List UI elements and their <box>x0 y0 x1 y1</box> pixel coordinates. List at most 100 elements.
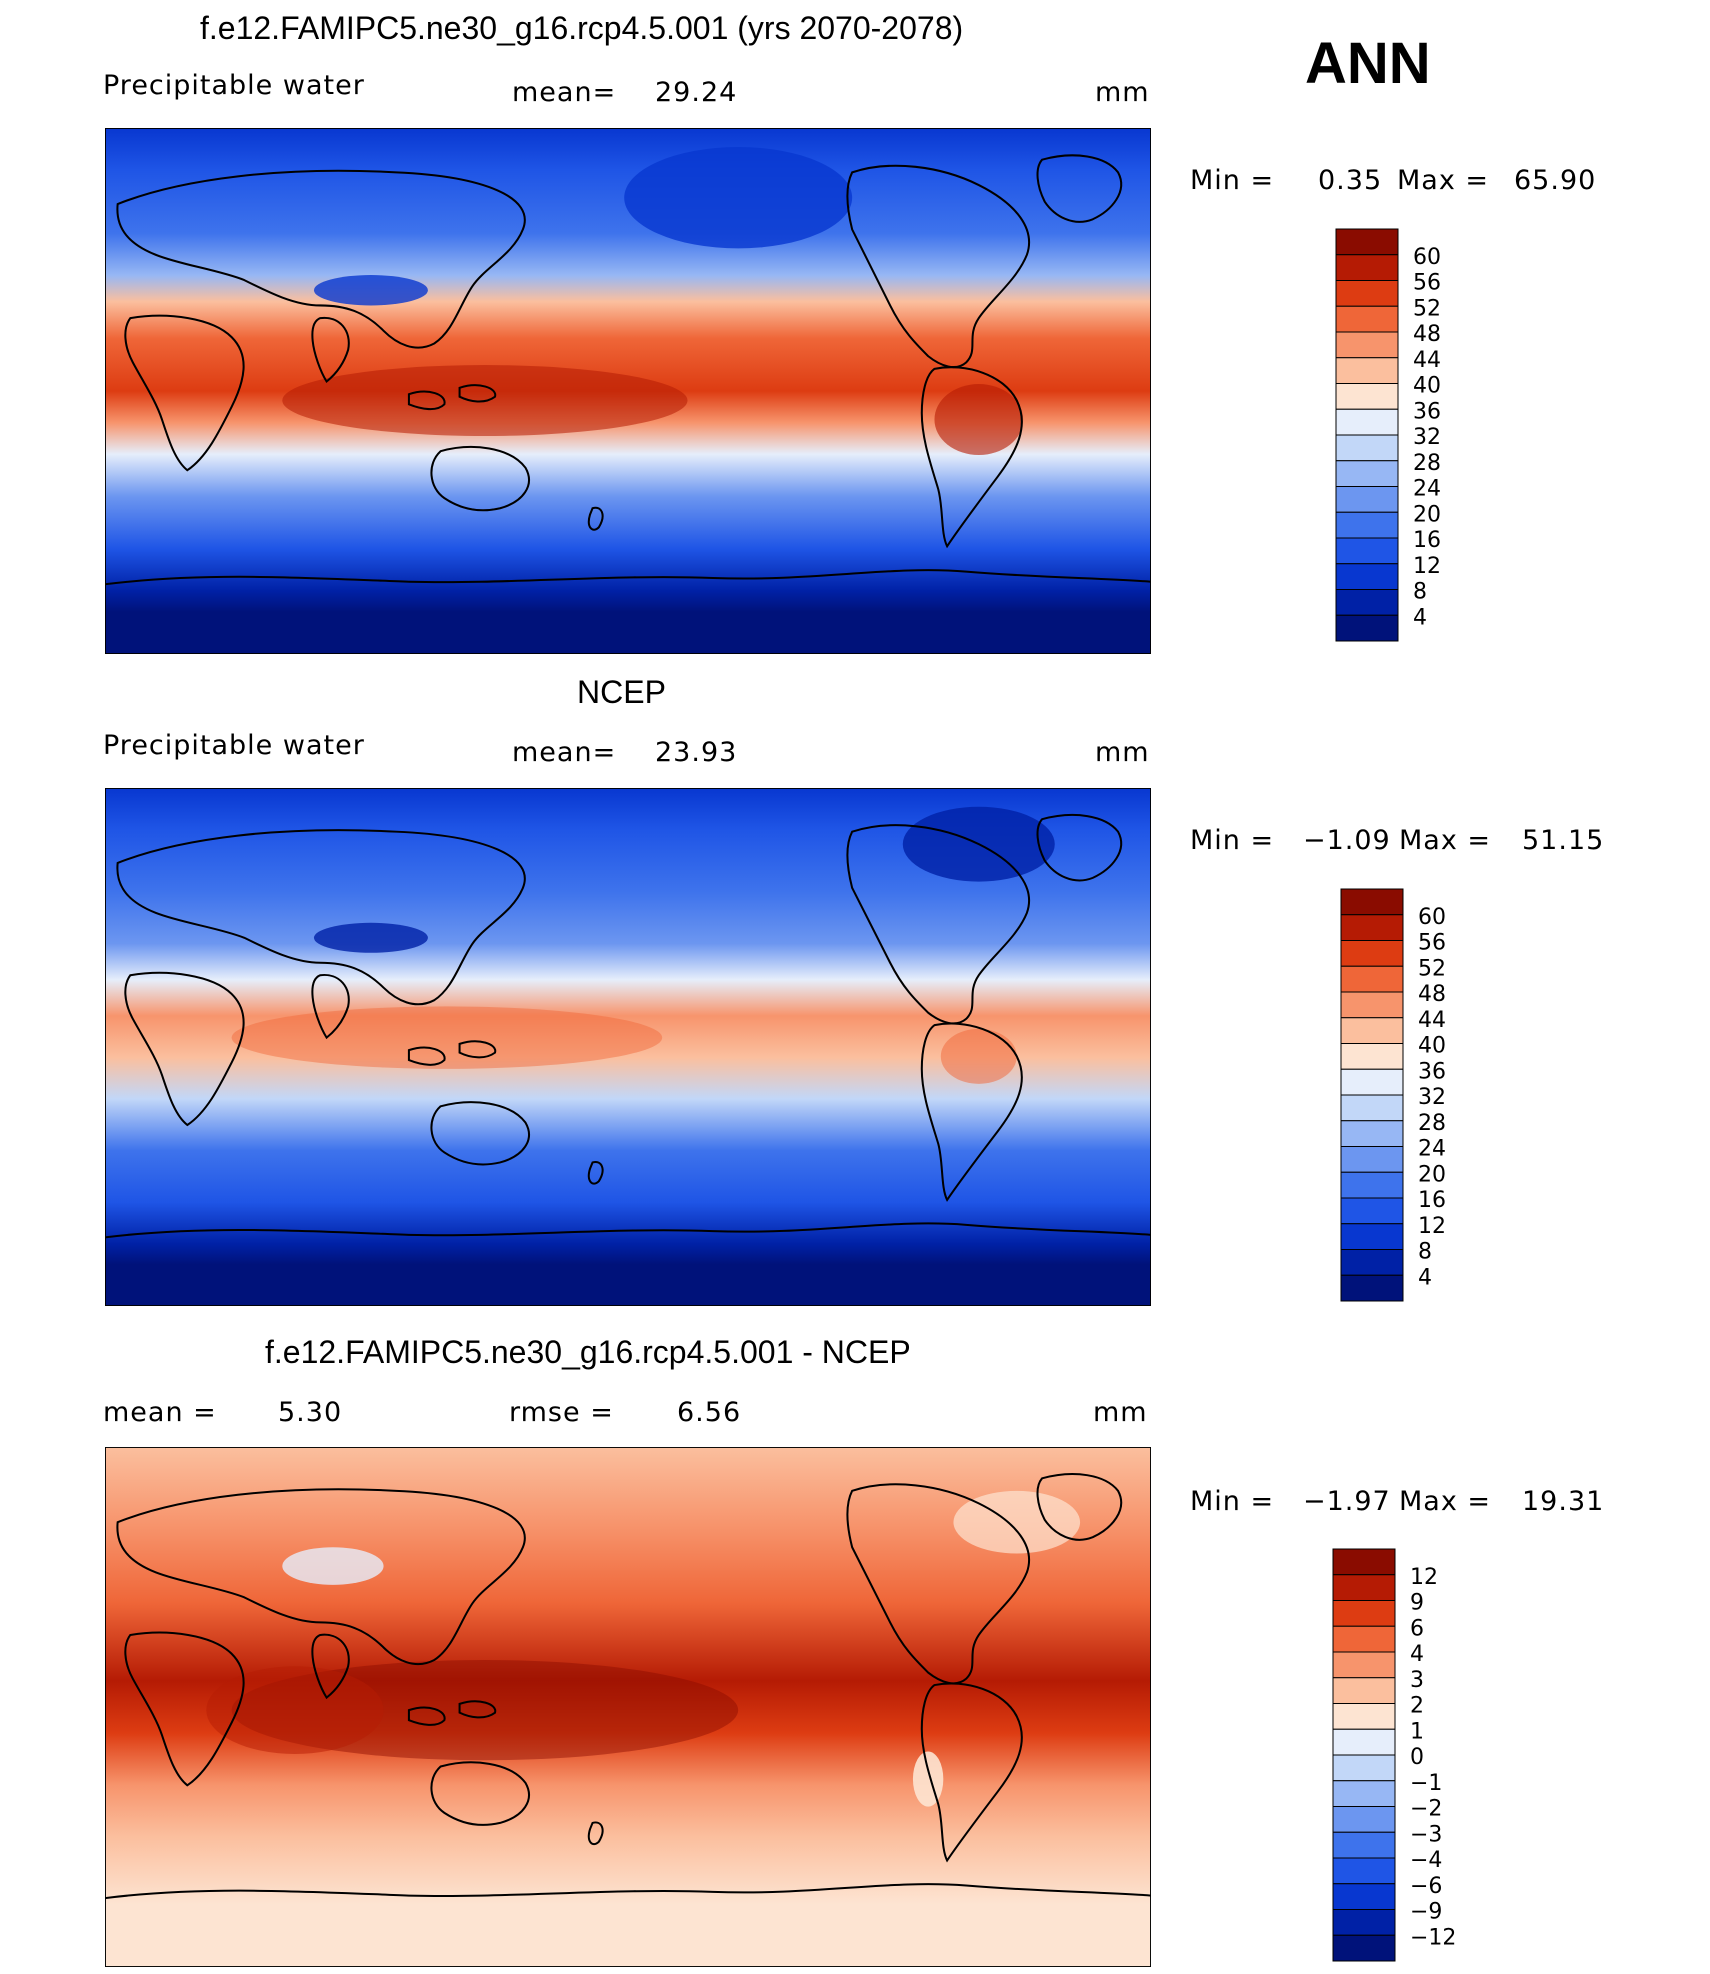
colorbar-tick-label: −3 <box>1410 1822 1442 1847</box>
panel-1-max-label: Max = <box>1397 165 1490 196</box>
colorbar-swatch <box>1340 1197 1404 1225</box>
colorbar-tick-label: 4 <box>1413 605 1427 630</box>
colorbar-swatch <box>1332 1728 1396 1756</box>
colorbar-tick-label: 24 <box>1413 477 1441 502</box>
colorbar-swatch <box>1332 1806 1396 1833</box>
panel-3-rmse-label: rmse = <box>509 1397 614 1428</box>
colorbar-swatch <box>1335 434 1399 462</box>
colorbar-tick-label: 32 <box>1418 1085 1446 1110</box>
panel-1-units: mm <box>1095 77 1150 108</box>
panel-1-min-label: Min = <box>1190 165 1275 196</box>
colorbar-swatch <box>1335 280 1399 307</box>
colorbar-tick-label: 4 <box>1418 1265 1432 1290</box>
colorbar-swatch <box>1332 1600 1396 1627</box>
colorbar-tick-label: 12 <box>1418 1214 1446 1239</box>
colorbar-swatch <box>1335 614 1399 642</box>
colorbar-tick-label: 44 <box>1418 1008 1446 1033</box>
panel-3-tibet-min <box>282 1547 384 1585</box>
panel-2-warm-pool <box>231 1006 663 1069</box>
panel-3-andes-min <box>912 1751 944 1807</box>
panel-1-map <box>105 128 1151 654</box>
colorbar-swatch <box>1340 888 1404 916</box>
colorbar-swatch <box>1335 383 1399 410</box>
panel-2-max-label: Max = <box>1399 825 1492 856</box>
colorbar-swatch <box>1332 1703 1396 1730</box>
colorbar-tick-label: 2 <box>1410 1694 1424 1719</box>
colorbar-tick-label: −6 <box>1410 1874 1442 1899</box>
colorbar-tick-label: −9 <box>1410 1900 1442 1925</box>
colorbar-tick-label: 8 <box>1413 580 1427 605</box>
colorbar-tick-label: 36 <box>1418 1059 1446 1084</box>
colorbar-swatch <box>1335 357 1399 384</box>
colorbar-swatch <box>1340 1171 1404 1199</box>
colorbar-tick-label: 40 <box>1418 1034 1446 1059</box>
colorbar-swatch <box>1335 563 1399 590</box>
panel-3-mean-label: mean = <box>103 1397 217 1428</box>
colorbar-tick-label: 20 <box>1413 502 1441 527</box>
colorbar-tick-label: 52 <box>1413 296 1441 321</box>
panel-3-africa-max <box>206 1666 384 1754</box>
panel-2-units: mm <box>1095 737 1150 768</box>
panel-2-min-value: −1.09 <box>1303 825 1391 856</box>
colorbar-swatch <box>1332 1909 1396 1936</box>
colorbar-swatch <box>1335 511 1399 539</box>
colorbar-swatch <box>1340 965 1404 993</box>
colorbar-tick-label: 56 <box>1413 271 1441 296</box>
colorbar-tick-label: 60 <box>1413 245 1441 270</box>
colorbar-tick-label: 3 <box>1410 1668 1424 1693</box>
panel-2-min-label: Min = <box>1190 825 1275 856</box>
colorbar-swatch <box>1340 1043 1404 1070</box>
panel-2-mean-value: 23.93 <box>655 737 738 768</box>
colorbar-tick-label: −4 <box>1410 1848 1442 1873</box>
panel-3-max-value: 19.31 <box>1522 1486 1605 1517</box>
colorbar-swatch <box>1335 254 1399 281</box>
colorbar-tick-label: 32 <box>1413 425 1441 450</box>
colorbar-tick-label: 28 <box>1413 451 1441 476</box>
colorbar-swatch <box>1332 1831 1396 1859</box>
colorbar-tick-label: 36 <box>1413 399 1441 424</box>
colorbar-tick-label: 24 <box>1418 1137 1446 1162</box>
panel-1-title: f.e12.FAMIPC5.ne30_g16.rcp4.5.001 (yrs 2… <box>200 10 964 46</box>
colorbar-tick-label: 1 <box>1410 1719 1424 1744</box>
colorbar-tick-label: 20 <box>1418 1162 1446 1187</box>
colorbar-swatch <box>1332 1857 1396 1885</box>
colorbar-swatch <box>1332 1574 1396 1601</box>
panel-3-units: mm <box>1093 1397 1148 1428</box>
panel-1-min-value: 0.35 <box>1318 165 1383 196</box>
colorbar-tick-label: 48 <box>1418 982 1446 1007</box>
panel-1-amazon <box>934 384 1024 456</box>
colorbar-swatch <box>1335 331 1399 359</box>
colorbar-swatch <box>1332 1651 1396 1679</box>
colorbar-swatch <box>1340 940 1404 967</box>
colorbar-swatch <box>1340 1274 1404 1302</box>
colorbar-swatch <box>1340 1249 1404 1276</box>
colorbar-tick-label: 56 <box>1418 931 1446 956</box>
colorbar-swatch <box>1335 589 1399 616</box>
colorbar-swatch <box>1340 1120 1404 1147</box>
colorbar-swatch <box>1332 1677 1396 1704</box>
panel-3-max-label: Max = <box>1399 1486 1492 1517</box>
panel-1-arctic-low <box>624 147 853 249</box>
colorbar-swatch <box>1340 1094 1404 1122</box>
colorbar-swatch <box>1332 1934 1396 1962</box>
colorbar-swatch <box>1335 408 1399 436</box>
colorbar-tick-label: 6 <box>1410 1616 1424 1641</box>
colorbar-tick-label: −2 <box>1410 1797 1442 1822</box>
colorbar-swatch <box>1335 486 1399 513</box>
colorbar-swatch <box>1332 1780 1396 1807</box>
panel-2-mean-label: mean= <box>512 737 617 768</box>
panel-1-max-value: 65.90 <box>1514 165 1597 196</box>
colorbar-tick-label: 28 <box>1418 1111 1446 1136</box>
panel-2-amazon <box>940 1028 1017 1084</box>
panel-3-mean-value: 5.30 <box>278 1397 343 1428</box>
colorbar-tick-label: 60 <box>1418 905 1446 930</box>
colorbar-swatch <box>1340 914 1404 941</box>
colorbar-tick-label: 52 <box>1418 956 1446 981</box>
colorbar-swatch <box>1340 1068 1404 1096</box>
panel-3-min-value: −1.97 <box>1303 1486 1391 1517</box>
colorbar-swatch <box>1340 991 1404 1019</box>
colorbar-swatch <box>1332 1883 1396 1910</box>
colorbar-tick-label: 40 <box>1413 374 1441 399</box>
